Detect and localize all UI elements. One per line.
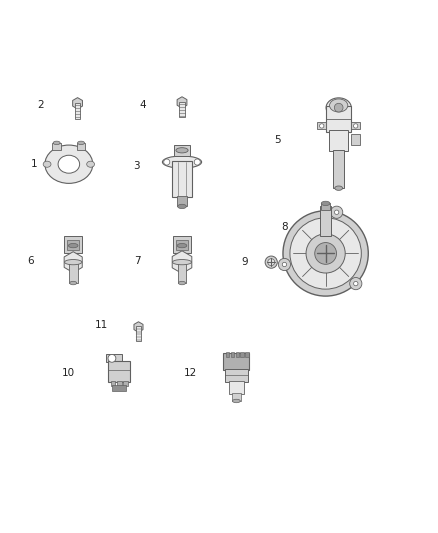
Circle shape <box>268 259 275 265</box>
Ellipse shape <box>58 155 80 173</box>
Circle shape <box>315 243 336 264</box>
Circle shape <box>306 234 345 273</box>
Circle shape <box>350 278 362 290</box>
Polygon shape <box>134 322 143 332</box>
Bar <box>177 196 187 206</box>
Ellipse shape <box>68 244 78 248</box>
Bar <box>108 361 130 382</box>
Text: 2: 2 <box>37 100 44 110</box>
Bar <box>229 381 244 394</box>
Text: 5: 5 <box>275 135 281 146</box>
Bar <box>225 369 248 382</box>
Ellipse shape <box>321 201 330 206</box>
Polygon shape <box>177 97 187 108</box>
Circle shape <box>353 124 358 128</box>
Bar <box>123 381 127 386</box>
Ellipse shape <box>329 99 348 112</box>
Bar <box>69 262 78 283</box>
Bar <box>117 381 121 386</box>
Text: 10: 10 <box>62 368 75 378</box>
Bar <box>112 385 126 391</box>
Ellipse shape <box>162 156 201 168</box>
Circle shape <box>353 281 358 286</box>
Text: 3: 3 <box>133 161 140 172</box>
Ellipse shape <box>179 281 185 285</box>
Ellipse shape <box>177 244 187 248</box>
Circle shape <box>334 103 343 112</box>
Text: 6: 6 <box>28 256 34 266</box>
Bar <box>64 236 82 253</box>
Circle shape <box>265 256 277 268</box>
Polygon shape <box>64 252 82 272</box>
Bar <box>317 123 326 130</box>
Circle shape <box>194 159 200 165</box>
Text: 11: 11 <box>95 320 108 330</box>
Bar <box>174 144 190 156</box>
Circle shape <box>108 354 116 362</box>
Bar <box>173 236 191 253</box>
Ellipse shape <box>176 148 188 153</box>
Text: 9: 9 <box>242 257 248 267</box>
Bar <box>178 262 186 283</box>
Text: 8: 8 <box>281 222 288 232</box>
Text: 7: 7 <box>134 256 141 266</box>
Bar <box>333 150 344 188</box>
Bar <box>351 123 360 130</box>
Ellipse shape <box>87 161 95 167</box>
Bar <box>240 352 244 357</box>
Ellipse shape <box>335 186 343 190</box>
Ellipse shape <box>78 141 85 144</box>
Ellipse shape <box>173 260 191 265</box>
Polygon shape <box>172 251 192 273</box>
Bar <box>351 134 360 144</box>
Bar <box>320 206 331 236</box>
Bar <box>223 353 250 370</box>
Bar <box>180 102 185 117</box>
Bar <box>226 352 230 357</box>
Bar <box>52 143 61 150</box>
Polygon shape <box>73 98 82 109</box>
Circle shape <box>335 210 339 214</box>
Bar <box>245 352 249 357</box>
Ellipse shape <box>178 204 186 208</box>
Bar <box>106 354 122 362</box>
Bar <box>326 107 351 132</box>
Circle shape <box>278 259 290 271</box>
Bar <box>111 381 116 386</box>
Circle shape <box>331 206 343 219</box>
Bar <box>231 352 234 357</box>
Circle shape <box>283 211 368 296</box>
Circle shape <box>320 124 324 128</box>
Ellipse shape <box>45 145 93 183</box>
Bar <box>321 204 330 210</box>
Ellipse shape <box>326 98 351 117</box>
Bar <box>236 352 239 357</box>
Text: 12: 12 <box>184 368 198 378</box>
Bar <box>232 393 241 401</box>
Text: 4: 4 <box>140 100 146 110</box>
Bar <box>329 130 348 151</box>
Bar <box>77 143 85 150</box>
Text: 1: 1 <box>31 159 37 169</box>
Ellipse shape <box>233 399 240 403</box>
Bar <box>176 239 188 250</box>
Circle shape <box>282 262 286 266</box>
Bar <box>67 239 79 250</box>
Circle shape <box>164 159 170 165</box>
Bar <box>173 161 191 197</box>
Ellipse shape <box>53 141 60 144</box>
Circle shape <box>290 218 361 289</box>
Ellipse shape <box>43 161 51 167</box>
Ellipse shape <box>70 281 77 285</box>
Bar <box>75 103 80 118</box>
Bar <box>136 326 141 341</box>
Ellipse shape <box>64 260 82 265</box>
